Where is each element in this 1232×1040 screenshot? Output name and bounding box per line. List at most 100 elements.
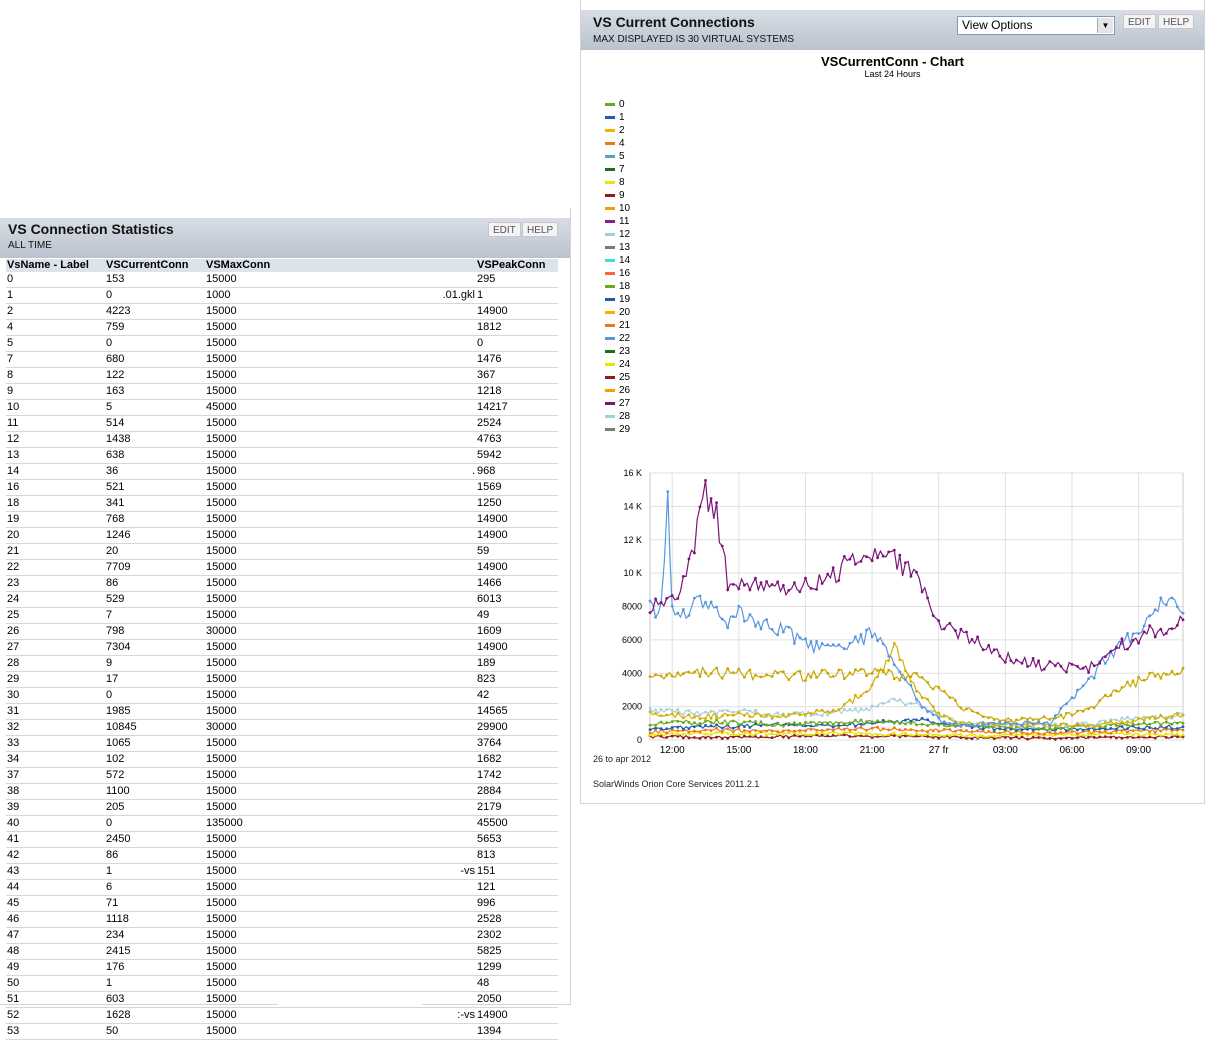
legend-label: 8	[619, 177, 625, 188]
table-row: 42 86 15000 813	[6, 847, 558, 864]
series-point-4	[831, 728, 835, 732]
cell-vsname: 10	[6, 399, 105, 416]
series-point-4	[759, 730, 763, 734]
series-point-22	[654, 615, 657, 619]
series-point-4	[1026, 732, 1029, 736]
cell-clipped-label: .	[422, 463, 476, 480]
series-point-22	[720, 617, 724, 621]
column-header-vscurrentconn[interactable]: VSCurrentConn	[105, 259, 205, 272]
series-point-0	[720, 721, 724, 725]
legend-swatch	[605, 142, 615, 145]
series-point-32	[776, 715, 780, 718]
series-point-0	[737, 723, 741, 727]
cell-vspeakconn: 5825	[476, 943, 558, 960]
series-point-32	[809, 712, 813, 715]
series-point-1	[1126, 727, 1129, 730]
cell-vscurrentconn: 102	[105, 751, 205, 768]
series-point-8	[931, 734, 935, 737]
series-point-27	[1181, 618, 1185, 622]
series-point-1	[693, 725, 696, 729]
cell-vscurrentconn: 759	[105, 319, 205, 336]
cell-clipped-label	[422, 383, 476, 400]
series-point-2	[1081, 709, 1085, 713]
cell-clipped-label	[422, 431, 476, 448]
series-point-2	[848, 671, 852, 675]
cell-gap	[278, 895, 422, 912]
series-point-2	[670, 674, 674, 678]
edit-button[interactable]: EDIT	[1123, 14, 1156, 29]
series-point-2	[881, 668, 885, 672]
series-point-8	[965, 734, 968, 738]
series-point-27	[1131, 639, 1135, 642]
cell-vsmaxconn: 15000	[205, 367, 278, 384]
x-tick-label: 12:00	[660, 745, 685, 756]
cell-vspeakconn: 1	[476, 287, 558, 304]
column-header-vsmaxconn[interactable]: VSMaxConn	[205, 259, 278, 272]
series-point-8	[659, 732, 663, 736]
series-point-1	[715, 723, 718, 727]
series-point-9	[1126, 736, 1129, 739]
series-point-2	[909, 675, 913, 679]
cell-vspeakconn: 1476	[476, 351, 558, 368]
legend-label: 0	[619, 99, 625, 110]
y-tick-label: 2000	[622, 702, 642, 712]
cell-gap	[278, 1007, 422, 1024]
help-button[interactable]: HELP	[522, 222, 559, 237]
column-header-vsname[interactable]: VsName - Label	[6, 259, 105, 272]
series-point-8	[798, 731, 802, 734]
series-point-27	[1076, 665, 1079, 668]
legend-swatch	[605, 155, 615, 158]
cell-vsname: 29	[6, 671, 105, 688]
series-point-27	[926, 596, 929, 600]
series-point-1	[687, 727, 691, 730]
panel-header: VS Current Connections MAX DISPLAYED IS …	[581, 10, 1204, 50]
table-row: 12 1438 15000 4763	[6, 431, 558, 448]
series-point-12	[1120, 716, 1124, 720]
view-options-dropdown[interactable]: View Options ▼	[957, 16, 1115, 35]
series-point-0	[804, 721, 807, 724]
edit-button[interactable]: EDIT	[488, 222, 521, 237]
series-point-2	[842, 677, 846, 681]
help-button[interactable]: HELP	[1158, 14, 1195, 29]
series-point-2	[1048, 718, 1052, 721]
cell-vsmaxconn: 15000	[205, 703, 278, 720]
cell-vsname: 24	[6, 591, 105, 608]
series-point-27	[1042, 667, 1046, 671]
series-point-8	[892, 731, 896, 735]
series-point-4	[981, 729, 985, 733]
series-point-8	[1159, 734, 1163, 737]
series-point-32	[765, 713, 768, 717]
table-row: 30 0 15000 42	[6, 687, 558, 704]
cell-vspeakconn: 14900	[476, 303, 558, 320]
column-header-vspeakconn[interactable]: VSPeakConn	[476, 259, 558, 272]
series-point-32	[1076, 722, 1079, 726]
series-point-22	[1020, 723, 1024, 727]
table-row: 29 17 15000 823	[6, 671, 558, 688]
legend-swatch	[605, 259, 615, 262]
y-tick-label: 6000	[622, 635, 642, 645]
series-point-4	[870, 726, 874, 730]
series-point-2	[1148, 671, 1152, 675]
series-point-8	[720, 732, 724, 735]
series-point-2	[1076, 709, 1079, 713]
series-point-22	[1053, 714, 1057, 717]
cell-clipped-label: :-vs	[422, 1007, 476, 1024]
table-row: 40 0 135000 45500	[6, 815, 558, 832]
legend-swatch	[605, 428, 615, 431]
legend-item: 8	[605, 176, 630, 189]
series-point-8	[826, 732, 830, 736]
series-point-4	[915, 729, 918, 733]
series-point-22	[737, 604, 741, 608]
series-point-2	[959, 706, 963, 710]
series-point-4	[809, 728, 813, 731]
cell-vsmaxconn: 15000	[205, 927, 278, 944]
cell-vsmaxconn: 15000	[205, 447, 278, 464]
column-header-clipped	[422, 259, 476, 272]
series-point-9	[1020, 735, 1024, 739]
table-row: 0 153 15000 295	[6, 272, 558, 288]
legend-swatch	[605, 220, 615, 223]
legend-swatch	[605, 207, 615, 210]
series-point-2	[970, 709, 974, 713]
cell-vspeakconn: 42	[476, 687, 558, 704]
table-row: 45 71 15000 996	[6, 895, 558, 912]
